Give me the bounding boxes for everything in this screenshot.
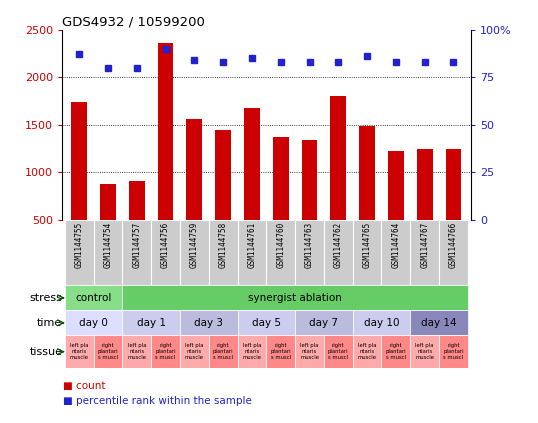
Text: GSM1144762: GSM1144762 bbox=[334, 222, 343, 268]
Text: GSM1144765: GSM1144765 bbox=[363, 222, 372, 268]
Text: tissue: tissue bbox=[30, 347, 62, 357]
Bar bbox=[439, 335, 468, 368]
Bar bbox=[151, 335, 180, 368]
Text: GSM1144761: GSM1144761 bbox=[247, 222, 257, 268]
Text: ■ count: ■ count bbox=[63, 381, 106, 391]
Text: day 0: day 0 bbox=[79, 318, 108, 328]
Text: right
plantari
s muscl: right plantari s muscl bbox=[97, 343, 118, 360]
Bar bbox=[65, 286, 122, 310]
Bar bbox=[266, 220, 295, 286]
Text: right
plantari
s muscl: right plantari s muscl bbox=[386, 343, 406, 360]
Text: day 1: day 1 bbox=[137, 318, 166, 328]
Bar bbox=[410, 310, 468, 335]
Bar bbox=[122, 286, 468, 310]
Text: left pla
ntaris
muscle: left pla ntaris muscle bbox=[185, 343, 204, 360]
Text: GSM1144764: GSM1144764 bbox=[391, 222, 400, 268]
Bar bbox=[381, 220, 410, 286]
Text: GSM1144754: GSM1144754 bbox=[103, 222, 112, 268]
Text: GSM1144767: GSM1144767 bbox=[420, 222, 429, 268]
Text: left pla
ntaris
muscle: left pla ntaris muscle bbox=[127, 343, 146, 360]
Bar bbox=[180, 220, 209, 286]
Text: right
plantari
s muscl: right plantari s muscl bbox=[213, 343, 233, 360]
Text: day 3: day 3 bbox=[194, 318, 223, 328]
Bar bbox=[122, 220, 151, 286]
Bar bbox=[100, 184, 116, 220]
Text: day 10: day 10 bbox=[364, 318, 399, 328]
Text: synergist ablation: synergist ablation bbox=[248, 293, 342, 303]
Text: right
plantari
s muscl: right plantari s muscl bbox=[271, 343, 291, 360]
Bar bbox=[65, 220, 94, 286]
Text: left pla
ntaris
muscle: left pla ntaris muscle bbox=[358, 343, 377, 360]
Text: left pla
ntaris
muscle: left pla ntaris muscle bbox=[69, 343, 89, 360]
Bar bbox=[302, 140, 317, 220]
Bar bbox=[65, 310, 122, 335]
Bar bbox=[180, 310, 237, 335]
Text: GSM1144757: GSM1144757 bbox=[132, 222, 141, 268]
Text: GSM1144758: GSM1144758 bbox=[218, 222, 228, 268]
Bar bbox=[122, 335, 151, 368]
Text: GSM1144755: GSM1144755 bbox=[75, 222, 83, 268]
Bar bbox=[65, 335, 94, 368]
Bar bbox=[445, 148, 462, 220]
Text: time: time bbox=[37, 318, 62, 328]
Text: right
plantari
s muscl: right plantari s muscl bbox=[155, 343, 176, 360]
Bar bbox=[237, 220, 266, 286]
Text: GSM1144760: GSM1144760 bbox=[276, 222, 285, 268]
Bar bbox=[381, 335, 410, 368]
Bar bbox=[353, 220, 381, 286]
Text: GDS4932 / 10599200: GDS4932 / 10599200 bbox=[62, 16, 205, 28]
Bar bbox=[353, 335, 381, 368]
Bar bbox=[209, 335, 237, 368]
Bar bbox=[330, 96, 346, 220]
Text: GSM1144766: GSM1144766 bbox=[449, 222, 458, 268]
Bar bbox=[295, 310, 353, 335]
Bar bbox=[237, 310, 295, 335]
Text: ■ percentile rank within the sample: ■ percentile rank within the sample bbox=[63, 396, 252, 406]
Bar bbox=[180, 335, 209, 368]
Bar bbox=[410, 220, 439, 286]
Bar bbox=[359, 126, 375, 220]
Bar bbox=[158, 43, 173, 220]
Text: day 7: day 7 bbox=[309, 318, 338, 328]
Bar bbox=[439, 220, 468, 286]
Text: right
plantari
s muscl: right plantari s muscl bbox=[328, 343, 349, 360]
Bar bbox=[186, 119, 202, 220]
Bar bbox=[94, 335, 122, 368]
Bar bbox=[94, 220, 122, 286]
Bar bbox=[273, 137, 288, 220]
Bar bbox=[129, 181, 145, 220]
Bar bbox=[324, 335, 353, 368]
Bar bbox=[151, 220, 180, 286]
Text: GSM1144763: GSM1144763 bbox=[305, 222, 314, 268]
Bar bbox=[324, 220, 353, 286]
Text: left pla
ntaris
muscle: left pla ntaris muscle bbox=[415, 343, 434, 360]
Text: left pla
ntaris
muscle: left pla ntaris muscle bbox=[300, 343, 319, 360]
Bar bbox=[122, 310, 180, 335]
Bar bbox=[295, 220, 324, 286]
Bar bbox=[388, 151, 404, 220]
Bar bbox=[353, 310, 410, 335]
Text: GSM1144759: GSM1144759 bbox=[190, 222, 199, 268]
Text: day 14: day 14 bbox=[421, 318, 457, 328]
Bar bbox=[266, 335, 295, 368]
Bar bbox=[417, 148, 433, 220]
Bar bbox=[244, 107, 260, 220]
Text: GSM1144756: GSM1144756 bbox=[161, 222, 170, 268]
Text: day 5: day 5 bbox=[252, 318, 281, 328]
Text: stress: stress bbox=[30, 293, 62, 303]
Text: left pla
ntaris
muscle: left pla ntaris muscle bbox=[243, 343, 261, 360]
Bar bbox=[237, 335, 266, 368]
Bar bbox=[71, 102, 87, 220]
Bar bbox=[209, 220, 237, 286]
Text: control: control bbox=[75, 293, 112, 303]
Bar bbox=[410, 335, 439, 368]
Text: right
plantari
s muscl: right plantari s muscl bbox=[443, 343, 464, 360]
Bar bbox=[295, 335, 324, 368]
Bar bbox=[215, 129, 231, 220]
